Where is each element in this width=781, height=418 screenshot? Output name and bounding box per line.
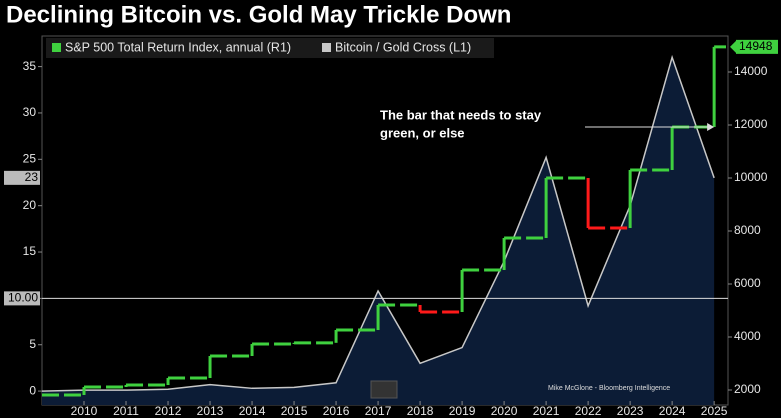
y-tick-label: 20 xyxy=(23,198,37,212)
y2-tick-label: 10000 xyxy=(734,170,768,184)
y2-tick-label: 8000 xyxy=(734,223,761,237)
y2-tick-label: 14000 xyxy=(734,64,768,78)
chart-title: Declining Bitcoin vs. Gold May Trickle D… xyxy=(6,1,511,28)
annotation: The bar that needs to stay xyxy=(380,107,542,122)
step-bar xyxy=(502,236,547,271)
step-bar xyxy=(586,177,631,230)
left-last-badge-bg xyxy=(4,170,40,185)
legend-swatch xyxy=(322,43,331,52)
x-tick-label: 2017 xyxy=(365,404,392,418)
step-bar xyxy=(544,176,589,238)
step-bar xyxy=(460,268,505,313)
legend-swatch xyxy=(52,43,61,52)
x-tick-label: 2018 xyxy=(407,404,434,418)
ref-badge: 10.00 xyxy=(8,291,38,305)
y-tick-label: 35 xyxy=(23,59,37,73)
x-tick-label: 2010 xyxy=(71,404,98,418)
legend-bg xyxy=(46,38,494,58)
annotation: green, or else xyxy=(380,125,465,140)
y2-tick-label: 2000 xyxy=(734,382,761,396)
y-tick-label: 15 xyxy=(23,244,37,258)
step-bar xyxy=(334,328,379,343)
y-tick-label: 5 xyxy=(29,337,36,351)
y-tick-label: 30 xyxy=(23,105,37,119)
step-bar xyxy=(376,303,421,331)
x-tick-label: 2022 xyxy=(575,404,602,418)
left-last-badge: 23 xyxy=(25,170,39,184)
x-tick-label: 2024 xyxy=(659,404,686,418)
chart-icon xyxy=(370,380,398,399)
step-bar xyxy=(418,304,463,314)
x-tick-label: 2012 xyxy=(155,404,182,418)
y2-tick-label: 4000 xyxy=(734,329,761,343)
step-bar xyxy=(292,341,337,345)
area-line xyxy=(41,54,715,392)
right-badge-pointer xyxy=(730,39,737,54)
ref-badge-bg xyxy=(4,291,40,306)
x-tick-label: 2011 xyxy=(113,404,139,418)
annotation-arrowhead xyxy=(707,122,715,131)
right-last-badge: 14948 xyxy=(739,39,773,53)
step-bar xyxy=(166,376,211,385)
right-last-badge-bg xyxy=(736,39,778,54)
step-bar xyxy=(628,168,673,228)
step-bar xyxy=(124,383,169,388)
step-bar xyxy=(82,385,127,396)
x-tick-label: 2014 xyxy=(239,404,266,418)
x-tick-label: 2020 xyxy=(491,404,518,418)
y-tick-label: 0 xyxy=(29,383,36,397)
x-tick-label: 2023 xyxy=(617,404,644,418)
x-tick-label: 2013 xyxy=(197,404,224,418)
x-tick-label: 2016 xyxy=(323,404,350,418)
step-bar xyxy=(250,342,295,356)
y2-tick-label: 12000 xyxy=(734,117,768,131)
x-tick-label: 2021 xyxy=(533,404,560,418)
y-tick-label: 25 xyxy=(23,151,37,165)
x-tick-label: 2025 xyxy=(701,404,728,418)
y2-tick-label: 6000 xyxy=(734,276,761,290)
legend-label: S&P 500 Total Return Index, annual (R1) xyxy=(65,40,291,54)
area-fill xyxy=(42,57,715,405)
source: Mike McGlone - Bloomberg Intelligence xyxy=(548,385,670,392)
legend-label: Bitcoin / Gold Cross (L1) xyxy=(335,40,471,54)
x-tick-label: 2015 xyxy=(281,404,308,418)
x-tick-label: 2019 xyxy=(449,404,476,418)
step-bar xyxy=(208,354,253,378)
step-bar xyxy=(712,45,726,127)
